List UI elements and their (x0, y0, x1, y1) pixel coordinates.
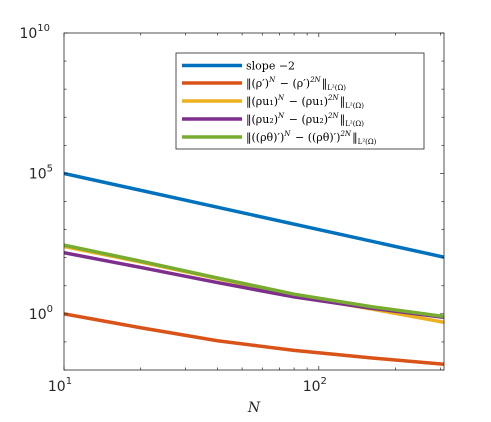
legend-label-1: slope −2 (246, 60, 295, 73)
legend-label-2: ‖(ρ′)N − (ρ′)2N ‖L²(Ω) (246, 76, 347, 92)
series-layer (64, 171, 444, 367)
legend-label-4: ‖(ρu₂)N − (ρu₂)2N ‖L²(Ω) (246, 112, 365, 128)
y-tick-base: 10 (29, 166, 47, 182)
legend-items: slope −2 ‖(ρ′)N − (ρ′)2N ‖L²(Ω) ‖(ρu₁)N −… (182, 60, 378, 146)
series-line-5 (64, 243, 444, 319)
x-tick-label: 101 (48, 376, 72, 395)
series-line-1 (64, 171, 444, 259)
x-tick-base: 10 (303, 379, 321, 395)
x-axis-title: N (247, 400, 261, 416)
y-tick-exp: 10 (37, 23, 50, 34)
series-line-2 (64, 312, 444, 367)
y-tick-exp: 5 (47, 163, 53, 174)
x-tick-exp: 2 (321, 376, 327, 387)
y-tick-base: 10 (29, 307, 47, 323)
axes-layer (63, 32, 445, 371)
x-tick-exp: 1 (66, 376, 72, 387)
y-tick-label: 105 (29, 163, 53, 182)
x-tick-label: 102 (303, 376, 327, 395)
y-tick-base: 10 (19, 26, 37, 42)
legend-label-5: ‖((ρθ)′)N − ((ρθ)′)2N ‖L²(Ω) (246, 130, 378, 146)
legend-label-3: ‖(ρu₁)N − (ρu₁)2N ‖L²(Ω) (246, 94, 365, 110)
legend: slope −2 ‖(ρ′)N − (ρ′)2N ‖L²(Ω) ‖(ρu₁)N −… (175, 52, 425, 150)
y-tick-label: 100 (29, 304, 53, 323)
y-tick-exp: 0 (47, 304, 53, 315)
y-tick-label: 1010 (19, 23, 50, 42)
x-tick-base: 10 (48, 379, 66, 395)
